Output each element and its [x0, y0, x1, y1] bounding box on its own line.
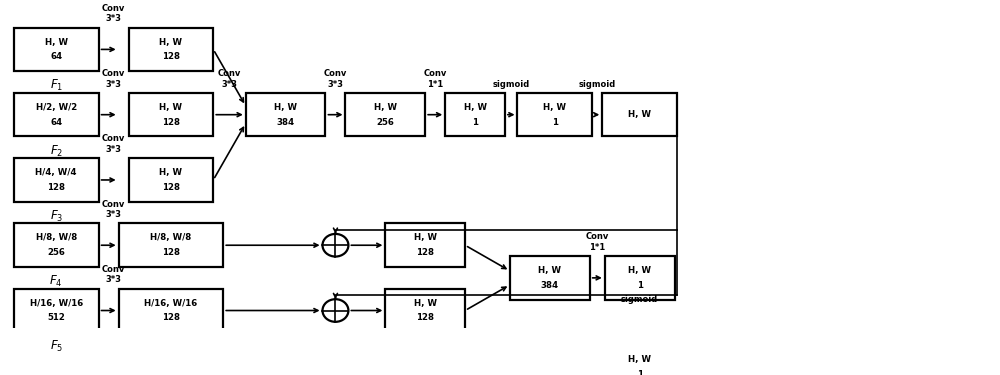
- Text: 384: 384: [277, 118, 295, 127]
- Text: H, W: H, W: [159, 168, 182, 177]
- Bar: [129, 28, 213, 71]
- Text: H, W: H, W: [45, 38, 68, 46]
- Text: Conv
3*3: Conv 3*3: [324, 69, 347, 88]
- Text: $F_3$: $F_3$: [50, 209, 63, 224]
- Bar: [14, 93, 99, 136]
- Text: 512: 512: [47, 314, 65, 322]
- Bar: [605, 345, 675, 375]
- Text: H, W: H, W: [274, 103, 297, 112]
- Text: 128: 128: [162, 183, 180, 192]
- Bar: [14, 158, 99, 202]
- Text: 128: 128: [47, 183, 65, 192]
- Text: 64: 64: [50, 118, 62, 127]
- Text: H, W: H, W: [464, 103, 487, 112]
- Text: $F_5$: $F_5$: [50, 339, 63, 354]
- Bar: [14, 289, 99, 332]
- Bar: [605, 256, 675, 300]
- Text: 1: 1: [552, 118, 558, 127]
- Text: sigmoid: sigmoid: [621, 295, 658, 304]
- Bar: [14, 28, 99, 71]
- Text: H/8, W/8: H/8, W/8: [150, 233, 192, 242]
- Text: 1: 1: [472, 118, 478, 127]
- Bar: [517, 93, 592, 136]
- Text: H, W: H, W: [543, 103, 566, 112]
- Text: H, W: H, W: [374, 103, 397, 112]
- Text: 128: 128: [416, 314, 434, 322]
- Text: H, W: H, W: [628, 355, 651, 364]
- Text: sigmoid: sigmoid: [579, 80, 616, 88]
- Bar: [445, 93, 505, 136]
- Text: 256: 256: [376, 118, 394, 127]
- Text: H/2, W/2: H/2, W/2: [36, 103, 77, 112]
- Bar: [129, 158, 213, 202]
- Text: Conv
3*3: Conv 3*3: [102, 135, 125, 154]
- Text: 1: 1: [637, 281, 643, 290]
- Bar: [345, 93, 425, 136]
- Bar: [385, 289, 465, 332]
- Text: 128: 128: [162, 248, 180, 257]
- Text: Conv
3*3: Conv 3*3: [102, 4, 125, 23]
- Text: H, W: H, W: [159, 38, 182, 46]
- Text: H, W: H, W: [628, 266, 651, 275]
- Text: H, W: H, W: [628, 110, 651, 119]
- Bar: [119, 224, 223, 267]
- Text: H, W: H, W: [414, 298, 437, 307]
- Text: H, W: H, W: [414, 233, 437, 242]
- Text: Conv
3*3: Conv 3*3: [102, 69, 125, 88]
- Text: 128: 128: [162, 314, 180, 322]
- Text: H, W: H, W: [159, 103, 182, 112]
- Bar: [119, 289, 223, 332]
- Text: $F_2$: $F_2$: [50, 143, 63, 159]
- Text: 1: 1: [637, 370, 643, 375]
- Text: 384: 384: [541, 281, 559, 290]
- Text: H/8, W/8: H/8, W/8: [36, 233, 77, 242]
- Text: sigmoid: sigmoid: [493, 80, 530, 88]
- Text: $F_4$: $F_4$: [49, 274, 63, 289]
- Text: 256: 256: [47, 248, 65, 257]
- Text: 128: 128: [162, 118, 180, 127]
- Text: H, W: H, W: [538, 266, 561, 275]
- Text: H/4, W/4: H/4, W/4: [35, 168, 77, 177]
- Text: Conv
1*1: Conv 1*1: [423, 69, 447, 88]
- Text: H/16, W/16: H/16, W/16: [30, 298, 83, 307]
- Text: Conv
1*1: Conv 1*1: [586, 232, 609, 252]
- Text: 128: 128: [416, 248, 434, 257]
- Bar: [510, 256, 590, 300]
- Text: Conv
3*3: Conv 3*3: [102, 265, 125, 284]
- Text: H/16, W/16: H/16, W/16: [144, 298, 198, 307]
- Bar: [129, 93, 213, 136]
- Bar: [246, 93, 325, 136]
- Bar: [385, 224, 465, 267]
- Text: 128: 128: [162, 52, 180, 61]
- Text: Conv
3*3: Conv 3*3: [102, 200, 125, 219]
- Text: 64: 64: [50, 52, 62, 61]
- Text: Conv
3*3: Conv 3*3: [218, 69, 241, 88]
- Bar: [14, 224, 99, 267]
- Text: $F_1$: $F_1$: [50, 78, 63, 93]
- Bar: [602, 93, 677, 136]
